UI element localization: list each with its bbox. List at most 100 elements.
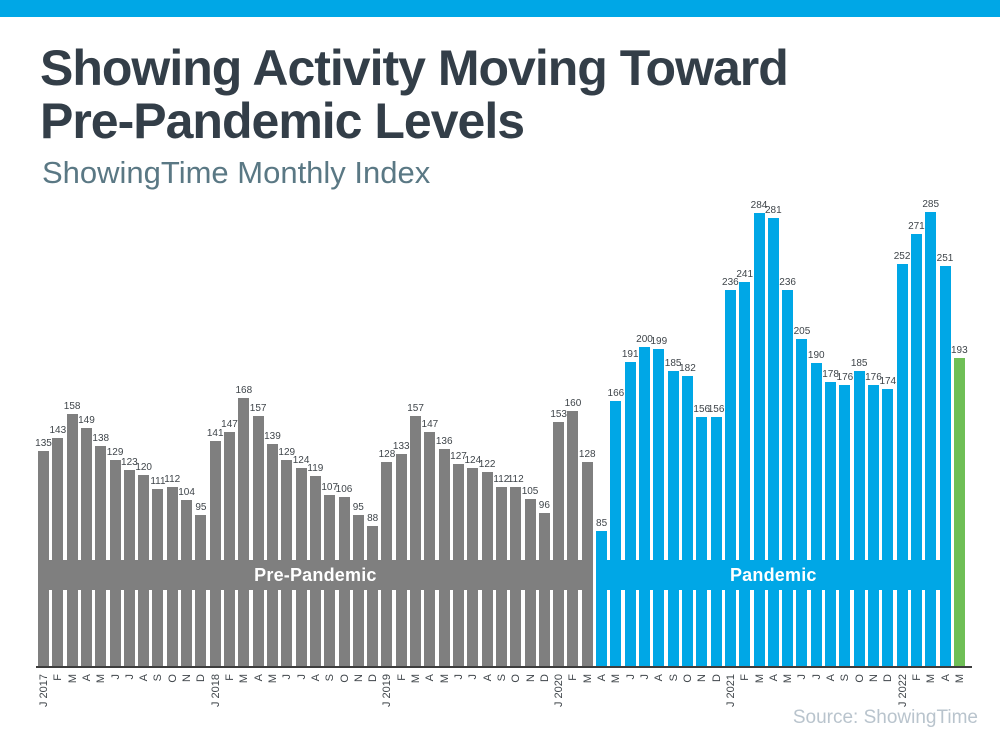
- x-axis-label: A: [424, 674, 437, 682]
- x-axis-label: S: [495, 674, 508, 682]
- value-label: 127: [450, 450, 467, 462]
- value-label: 157: [407, 402, 424, 414]
- x-axis-label: M: [238, 674, 251, 684]
- value-label: 156: [707, 404, 725, 416]
- x-axis-line: [36, 666, 972, 668]
- bar-a-i51: [767, 218, 779, 666]
- value-label: 129: [106, 447, 124, 459]
- value-label: 138: [92, 433, 110, 445]
- value-label: 104: [178, 487, 195, 499]
- value-label: 106: [335, 484, 353, 496]
- value-label: 105: [521, 485, 539, 497]
- value-label: 241: [736, 268, 754, 280]
- x-axis-label: D: [710, 674, 723, 682]
- bar-a-i43: [653, 348, 665, 666]
- bar-m-i62: [925, 211, 937, 666]
- value-label: 190: [807, 350, 825, 362]
- value-label: 123: [121, 456, 138, 468]
- value-label: 85: [596, 517, 608, 529]
- bar-m-i4: [95, 446, 107, 666]
- value-label: 191: [621, 348, 639, 360]
- x-axis-label: S: [667, 674, 680, 682]
- value-label: 284: [750, 200, 768, 212]
- x-axis-label: S: [152, 674, 165, 682]
- x-axis-label: O: [510, 674, 523, 683]
- chart-subtitle: ShowingTime Monthly Index: [42, 155, 431, 190]
- bar-n-i58: [867, 385, 879, 666]
- bar-d-i59: [882, 388, 894, 666]
- source-attribution: Source: ShowingTime: [792, 707, 978, 728]
- value-label: 157: [249, 402, 267, 414]
- x-axis-label: M: [66, 674, 79, 684]
- x-axis-label: M: [410, 674, 423, 684]
- value-label: 153: [550, 409, 567, 421]
- title-line-2: Pre-Pandemic Levels: [40, 93, 525, 149]
- value-label: 236: [722, 276, 739, 288]
- bar-m-i14: [238, 398, 250, 666]
- value-label: 176: [836, 372, 854, 384]
- x-axis-label: A: [138, 674, 151, 682]
- x-axis-label: O: [338, 674, 351, 683]
- value-label: 182: [679, 362, 696, 374]
- bar-m-i50: [753, 213, 765, 666]
- x-axis-label: J 2018: [209, 674, 222, 708]
- value-label: 156: [693, 404, 711, 416]
- x-axis-label: J 2021: [724, 674, 737, 708]
- x-axis-label: J 2020: [553, 674, 566, 708]
- x-axis-label: J: [109, 674, 122, 680]
- value-label: 112: [493, 474, 510, 486]
- x-axis-label: J: [624, 674, 637, 680]
- value-label: 88: [367, 512, 379, 524]
- value-label: 185: [850, 358, 868, 370]
- value-label: 128: [378, 448, 396, 460]
- x-axis-label: M: [581, 674, 594, 684]
- value-label: 133: [392, 440, 410, 452]
- x-axis-label: A: [596, 674, 609, 682]
- bar-a-i55: [825, 382, 837, 666]
- bar-s-i44: [667, 371, 679, 666]
- value-label: 135: [35, 437, 52, 449]
- value-label: 252: [893, 251, 911, 263]
- bar-f-i1: [52, 438, 64, 666]
- bar-n-i22: [352, 514, 364, 666]
- value-label: 147: [221, 418, 238, 430]
- x-axis-label: J 2017: [38, 674, 50, 708]
- x-axis-label: A: [767, 674, 780, 682]
- x-axis-label: F: [52, 674, 65, 681]
- value-label: 281: [764, 205, 782, 217]
- value-label: 185: [664, 358, 682, 370]
- x-axis-label: F: [224, 674, 237, 681]
- value-label: 141: [206, 428, 224, 440]
- x-axis-label: O: [166, 674, 179, 683]
- value-label: 124: [464, 455, 482, 467]
- bar-o-i57: [853, 371, 865, 666]
- x-axis-label: M: [438, 674, 451, 684]
- value-label: 285: [922, 198, 940, 210]
- value-label: 149: [78, 415, 95, 427]
- bar-m-i28: [438, 449, 450, 666]
- value-label: 143: [49, 425, 67, 437]
- value-label: 111: [150, 476, 166, 488]
- bar-f-i37: [567, 410, 579, 666]
- value-label: 139: [264, 431, 281, 443]
- value-label: 95: [195, 501, 207, 513]
- bar-m-i26: [410, 415, 422, 666]
- value-label: 166: [607, 388, 625, 400]
- bar-a-i3: [80, 428, 92, 666]
- x-axis-label: N: [352, 674, 365, 682]
- x-axis-label: M: [753, 674, 766, 684]
- bar-n-i46: [696, 417, 708, 666]
- bar-j-i41: [624, 361, 636, 666]
- bar-j-2022-i60: [896, 264, 908, 666]
- page-title: Showing Activity Moving Toward Pre-Pande…: [40, 42, 789, 149]
- bar-f-i25: [395, 453, 407, 666]
- bar-j-2017-i0: [38, 450, 49, 666]
- value-label: 251: [936, 252, 954, 264]
- value-label: 107: [321, 482, 339, 494]
- x-axis-label: A: [653, 674, 666, 682]
- value-label: 178: [822, 369, 839, 381]
- x-axis-label: N: [524, 674, 537, 682]
- bar-j-2018-i12: [209, 441, 221, 666]
- x-axis-label: F: [739, 674, 752, 681]
- value-label: 122: [478, 458, 496, 470]
